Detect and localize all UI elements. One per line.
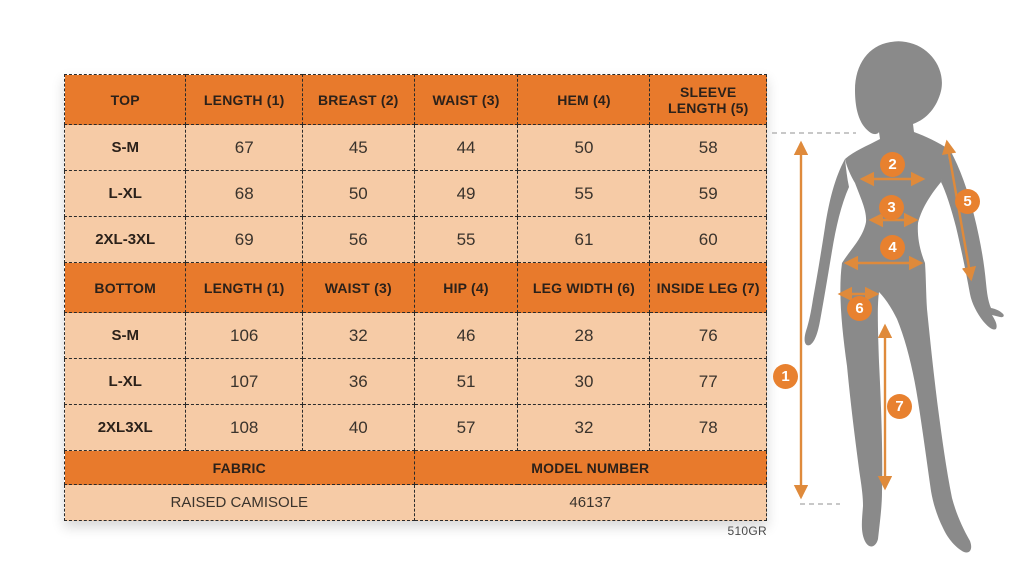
size-cell: S-M <box>63 312 187 359</box>
female-silhouette <box>804 41 1004 553</box>
value-cell: 108 <box>185 404 303 451</box>
header-cell-top: TOP <box>63 74 187 125</box>
header-cell-bottom: BOTTOM <box>63 262 187 313</box>
table-row: 2XL-3XL 69 56 55 61 60 <box>63 216 767 263</box>
header-cell-length: LENGTH (1) <box>185 262 303 313</box>
value-cell: 30 <box>517 358 651 405</box>
value-cell: 106 <box>185 312 303 359</box>
value-cell: 40 <box>301 404 415 451</box>
size-cell: L-XL <box>63 358 187 405</box>
value-cell: 78 <box>649 404 767 451</box>
value-cell: 28 <box>517 312 651 359</box>
value-cell: 56 <box>301 216 415 263</box>
value-cell: 69 <box>185 216 303 263</box>
value-cell: 77 <box>649 358 767 405</box>
size-cell: 2XL3XL <box>63 404 187 451</box>
header-cell-model-number: MODEL NUMBER <box>413 450 768 485</box>
header-cell-sleeve-length: SLEEVE LENGTH (5) <box>649 74 767 125</box>
style-code-footnote: 510GR <box>727 524 767 538</box>
value-cell: 61 <box>517 216 651 263</box>
measurement-marker-6: 6 <box>847 296 872 321</box>
size-cell: L-XL <box>63 170 187 217</box>
right-arm <box>941 150 1004 330</box>
header-cell-waist: WAIST (3) <box>301 262 415 313</box>
header-cell-hem: HEM (4) <box>517 74 651 125</box>
size-cell: 2XL-3XL <box>63 216 187 263</box>
top-header-row: TOP LENGTH (1) BREAST (2) WAIST (3) HEM … <box>63 74 767 125</box>
table-row: L-XL 68 50 49 55 59 <box>63 170 767 217</box>
value-cell: 32 <box>301 312 415 359</box>
table-row: S-M 106 32 46 28 76 <box>63 312 767 359</box>
size-chart-table: TOP LENGTH (1) BREAST (2) WAIST (3) HEM … <box>63 74 768 521</box>
female-silhouette-graphic <box>772 41 1004 553</box>
value-cell: 57 <box>413 404 519 451</box>
fabric-value-cell: RAISED CAMISOLE <box>64 484 415 521</box>
left-arm <box>804 159 849 346</box>
header-cell-breast: BREAST (2) <box>301 74 415 125</box>
footer-value-row: RAISED CAMISOLE 46137 <box>64 484 768 521</box>
value-cell: 46 <box>413 312 519 359</box>
header-cell-hip: HIP (4) <box>413 262 519 313</box>
table-row: S-M 67 45 44 50 58 <box>63 124 767 171</box>
value-cell: 32 <box>517 404 651 451</box>
bottom-header-row: BOTTOM LENGTH (1) WAIST (3) HIP (4) LEG … <box>63 262 767 313</box>
table-row: 2XL3XL 108 40 57 32 78 <box>63 404 767 451</box>
value-cell: 67 <box>185 124 303 171</box>
value-cell: 44 <box>413 124 519 171</box>
header-cell-inside-leg: INSIDE LEG (7) <box>649 262 767 313</box>
value-cell: 58 <box>649 124 767 171</box>
value-cell: 45 <box>301 124 415 171</box>
table-row: L-XL 107 36 51 30 77 <box>63 358 767 405</box>
size-cell: S-M <box>63 124 187 171</box>
value-cell: 59 <box>649 170 767 217</box>
header-cell-length: LENGTH (1) <box>185 74 303 125</box>
value-cell: 49 <box>413 170 519 217</box>
header-cell-fabric: FABRIC <box>64 450 415 485</box>
value-cell: 50 <box>517 124 651 171</box>
measurement-marker-3: 3 <box>879 195 904 220</box>
value-cell: 51 <box>413 358 519 405</box>
header-cell-leg-width: LEG WIDTH (6) <box>517 262 651 313</box>
footer-header-row: FABRIC MODEL NUMBER <box>64 450 768 485</box>
value-cell: 68 <box>185 170 303 217</box>
value-cell: 76 <box>649 312 767 359</box>
value-cell: 50 <box>301 170 415 217</box>
value-cell: 36 <box>301 358 415 405</box>
header-cell-waist: WAIST (3) <box>413 74 519 125</box>
measurement-marker-7: 7 <box>887 394 912 419</box>
measurement-marker-5: 5 <box>955 189 980 214</box>
measurement-marker-4: 4 <box>880 235 905 260</box>
value-cell: 55 <box>517 170 651 217</box>
measurement-marker-2: 2 <box>880 152 905 177</box>
measurement-figure: 1 2 3 4 5 6 7 <box>770 0 1024 579</box>
model-number-value-cell: 46137 <box>413 484 768 521</box>
value-cell: 60 <box>649 216 767 263</box>
value-cell: 107 <box>185 358 303 405</box>
measurement-marker-1: 1 <box>773 364 798 389</box>
value-cell: 55 <box>413 216 519 263</box>
